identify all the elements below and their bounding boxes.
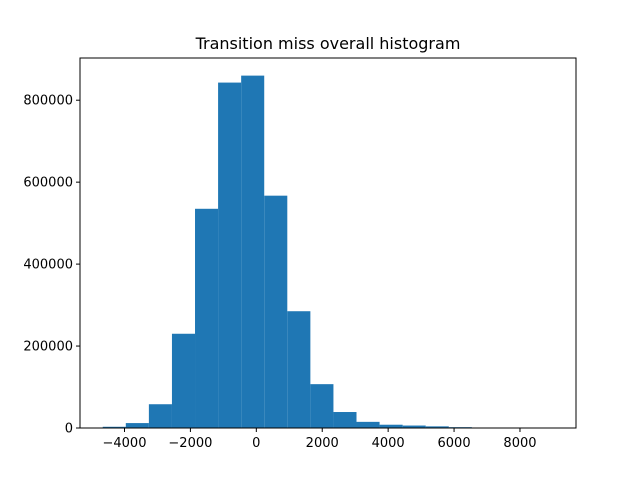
x-tick-label: 8000	[503, 436, 536, 451]
y-tick-label: 800000	[23, 94, 73, 109]
histogram-bar	[195, 208, 219, 428]
histogram-bar	[333, 412, 357, 428]
x-tick-label: 0	[252, 436, 260, 451]
y-axis: 0 200000 400000 600000 800000	[23, 94, 80, 437]
histogram-bar	[425, 426, 449, 428]
x-axis: −4000 −2000 0 2000 4000 6000 8000	[102, 428, 537, 451]
histogram-bar	[218, 82, 242, 428]
histogram-bar	[102, 426, 126, 428]
histogram-bar	[125, 423, 149, 428]
x-tick-label: 4000	[372, 436, 405, 451]
y-tick-label: 400000	[23, 258, 73, 273]
y-tick-label: 200000	[23, 340, 73, 355]
histogram-bar	[264, 195, 288, 428]
histogram-bar	[402, 425, 426, 428]
histogram-bar	[241, 75, 265, 428]
x-tick-label: −4000	[102, 436, 146, 451]
histogram-bar	[287, 311, 311, 428]
x-tick-label: 6000	[438, 436, 471, 451]
y-tick-label: 600000	[23, 176, 73, 191]
x-tick-label: −2000	[168, 436, 212, 451]
x-tick-label: 2000	[306, 436, 339, 451]
histogram-bar	[310, 384, 334, 428]
histogram-bar	[356, 421, 380, 428]
bars-group	[102, 75, 565, 428]
histogram-bar	[148, 404, 172, 428]
axes-frame	[79, 57, 577, 429]
chart-title: Transition miss overall histogram	[195, 34, 461, 53]
histogram-bar	[171, 333, 196, 428]
y-tick-label: 0	[65, 422, 73, 437]
histogram-bar	[379, 424, 403, 428]
